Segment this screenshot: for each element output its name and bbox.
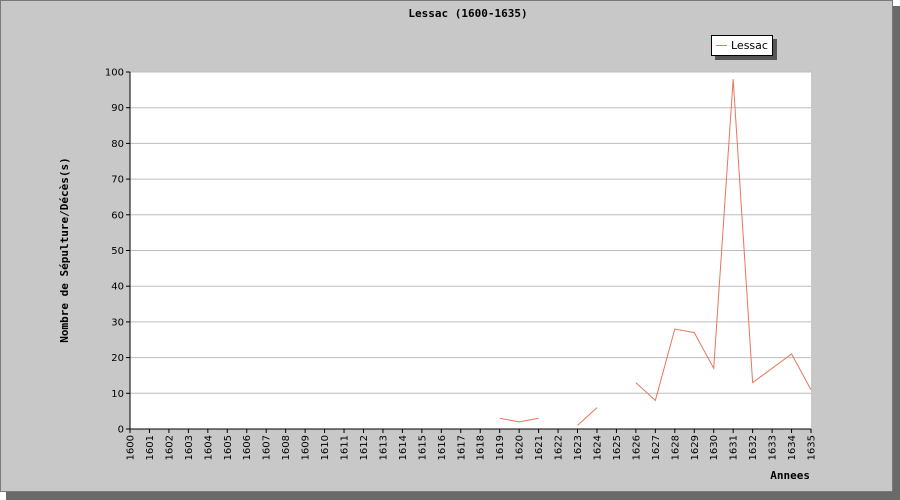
x-tick-label: 1629 — [690, 435, 701, 460]
x-tick-label: 1625 — [612, 435, 623, 460]
x-tick-label: 1603 — [184, 435, 195, 460]
axes — [126, 71, 812, 433]
x-tick-label: 1619 — [495, 435, 506, 460]
y-tick-label: 20 — [111, 353, 124, 364]
y-tick-label: 50 — [111, 246, 124, 257]
x-tick-label: 1611 — [340, 435, 351, 460]
frame-shadow — [893, 6, 900, 500]
x-tick-label: 1616 — [437, 435, 448, 460]
x-tick-label: 1605 — [223, 435, 234, 460]
series-line-segment — [577, 407, 598, 426]
x-tick-label: 1607 — [262, 435, 273, 460]
legend: Lessac — [711, 35, 773, 56]
x-tick-label: 1626 — [631, 435, 642, 460]
y-tick-label: 10 — [111, 389, 124, 400]
x-tick-label: 1623 — [573, 435, 584, 460]
x-tick-label: 1604 — [203, 435, 214, 460]
x-tick-label: 1621 — [534, 435, 545, 460]
chart: Lessac (1600-1635) 0 10 20 30 40 50 60 70 80 90 10… — [58, 7, 818, 482]
x-tick-label: 1631 — [729, 435, 740, 460]
x-tick-label: 1609 — [301, 435, 312, 460]
x-tick-label: 1602 — [164, 435, 175, 460]
series-line-segment — [635, 79, 812, 402]
x-tick-label: 1633 — [768, 435, 779, 460]
x-tick-labels: 1600 1601 1602 1603 1604 1605 1606 1607 1608 1609… — [126, 435, 818, 460]
x-tick-label: 1601 — [145, 435, 156, 460]
legend-line-swatch — [716, 45, 727, 46]
series-line-segment — [499, 417, 539, 423]
x-tick-label: 1627 — [651, 435, 662, 460]
x-tick-label: 1635 — [807, 435, 818, 460]
y-tick-label: 80 — [111, 139, 124, 150]
y-tick-label: 30 — [111, 317, 124, 328]
legend-label: Lessac — [731, 39, 768, 52]
x-tick-label: 1606 — [242, 435, 253, 460]
x-tick-label: 1600 — [126, 435, 137, 460]
x-tick-label: 1614 — [398, 435, 409, 460]
x-tick-label: 1608 — [281, 435, 292, 460]
x-tick-label: 1620 — [515, 435, 526, 460]
y-tick-label: 0 — [118, 425, 124, 436]
y-tick-label: 60 — [111, 210, 124, 221]
y-tick-label: 70 — [111, 175, 124, 186]
frame-shadow — [6, 492, 900, 500]
x-tick-label: 1630 — [709, 435, 720, 460]
x-tick-label: 1628 — [670, 435, 681, 460]
x-tick-label: 1634 — [787, 435, 798, 460]
x-axis-title: Annees — [770, 469, 810, 482]
series-lines — [499, 79, 812, 426]
x-tick-label: 1632 — [748, 435, 759, 460]
x-tick-label: 1617 — [456, 435, 467, 460]
chart-title: Lessac (1600-1635) — [408, 7, 527, 20]
y-tick-labels: 0 10 20 30 40 50 60 70 80 90 100 — [105, 68, 124, 436]
x-tick-label: 1615 — [417, 435, 428, 460]
y-tick-label: 90 — [111, 103, 124, 114]
x-tick-label: 1618 — [476, 435, 487, 460]
x-tick-label: 1612 — [359, 435, 370, 460]
x-tick-label: 1610 — [320, 435, 331, 460]
grid-lines — [130, 71, 811, 394]
y-tick-label: 40 — [111, 282, 124, 293]
y-axis-title: Nombre de Sépulture/Décès(s) — [58, 157, 71, 342]
x-tick-label: 1624 — [592, 435, 603, 460]
x-tick-label: 1622 — [554, 435, 565, 460]
y-tick-label: 100 — [105, 68, 124, 79]
x-tick-label: 1613 — [378, 435, 389, 460]
